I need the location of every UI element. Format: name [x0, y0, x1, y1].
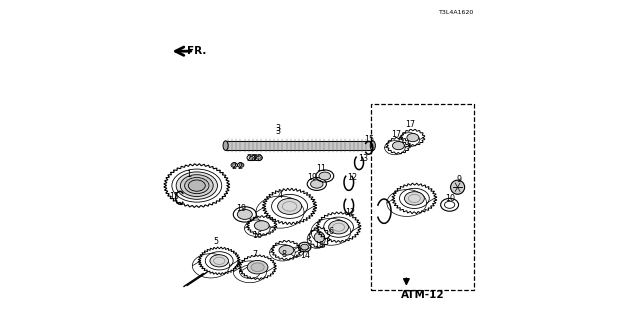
Text: 6: 6 — [329, 228, 333, 236]
Ellipse shape — [278, 198, 301, 214]
Text: 19: 19 — [307, 173, 317, 182]
Ellipse shape — [185, 178, 209, 194]
Ellipse shape — [223, 141, 228, 150]
Text: 9: 9 — [456, 175, 462, 184]
Ellipse shape — [319, 172, 331, 180]
Ellipse shape — [254, 221, 269, 230]
Text: 15: 15 — [365, 135, 374, 144]
Text: 5: 5 — [213, 237, 219, 246]
Ellipse shape — [301, 244, 308, 250]
Text: 14: 14 — [300, 252, 310, 260]
Text: 19: 19 — [237, 204, 246, 212]
Ellipse shape — [180, 175, 213, 196]
Ellipse shape — [407, 133, 419, 142]
Text: 13: 13 — [358, 154, 368, 163]
Text: T3L4A1620: T3L4A1620 — [439, 10, 474, 15]
Text: FR.: FR. — [187, 46, 207, 56]
Ellipse shape — [370, 141, 375, 150]
Text: 16: 16 — [253, 231, 262, 240]
Ellipse shape — [404, 192, 424, 205]
Text: 4: 4 — [278, 191, 282, 200]
Text: ATM-12: ATM-12 — [401, 290, 444, 300]
Text: 11: 11 — [317, 164, 326, 172]
Ellipse shape — [176, 172, 218, 199]
Ellipse shape — [314, 232, 324, 243]
Text: 3: 3 — [276, 124, 281, 132]
Text: 20: 20 — [246, 154, 256, 163]
Ellipse shape — [210, 255, 228, 267]
Bar — [371, 104, 474, 290]
Text: 7: 7 — [252, 250, 258, 259]
Ellipse shape — [329, 220, 349, 234]
Text: 2: 2 — [231, 162, 236, 171]
Ellipse shape — [251, 263, 264, 272]
Ellipse shape — [392, 141, 404, 150]
Ellipse shape — [247, 260, 268, 274]
Ellipse shape — [279, 245, 294, 255]
Text: 18: 18 — [314, 241, 324, 250]
Text: 12: 12 — [346, 208, 355, 217]
Text: 1: 1 — [186, 170, 191, 179]
Ellipse shape — [310, 180, 323, 188]
Text: 20: 20 — [253, 154, 262, 163]
Ellipse shape — [237, 209, 252, 220]
Text: 17: 17 — [405, 120, 415, 129]
Text: 10: 10 — [445, 194, 456, 203]
Text: 17: 17 — [391, 130, 401, 139]
Ellipse shape — [188, 180, 205, 191]
Text: 2: 2 — [237, 162, 243, 171]
Text: 15: 15 — [170, 192, 179, 201]
Ellipse shape — [451, 180, 465, 194]
Text: 12: 12 — [347, 173, 357, 182]
Text: 3: 3 — [276, 127, 281, 136]
Text: 8: 8 — [282, 250, 287, 259]
